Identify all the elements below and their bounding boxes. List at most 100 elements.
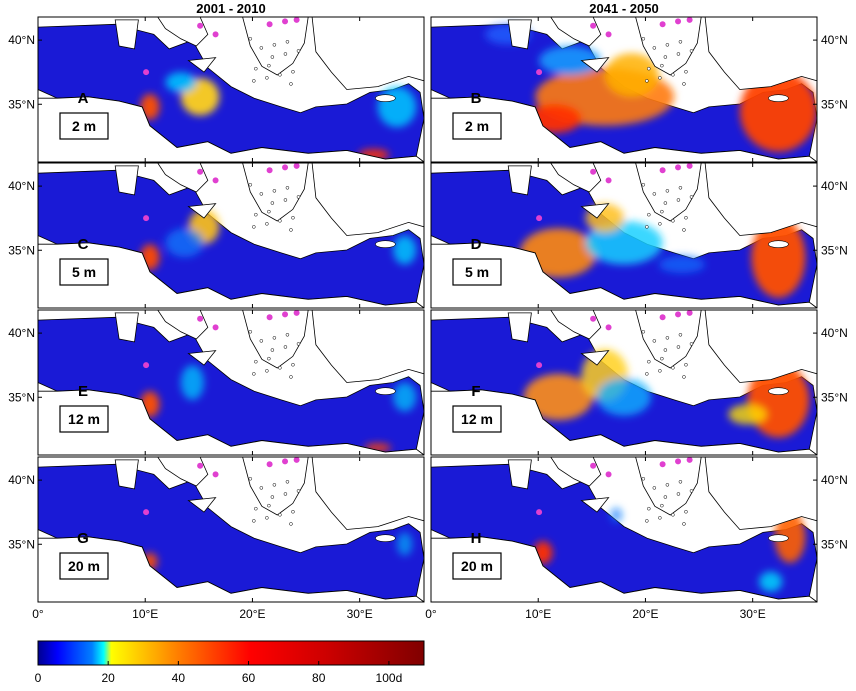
y-tick-label: 40°N: [8, 326, 35, 340]
landmass: [157, 17, 209, 47]
landmass: [550, 310, 602, 340]
landmass: [507, 312, 532, 343]
island: [689, 49, 694, 53]
colorbar-tick-label: 80: [312, 671, 326, 685]
island: [272, 189, 277, 193]
island: [647, 212, 651, 217]
island: [658, 76, 662, 80]
landmass: [550, 163, 602, 193]
landmass: [187, 497, 217, 513]
island: [689, 195, 694, 199]
island: [663, 201, 668, 205]
station-marker: [675, 18, 682, 25]
island: [645, 519, 649, 523]
island: [267, 356, 271, 361]
y-tick-label: 35°N: [821, 390, 848, 404]
island: [660, 209, 664, 214]
island: [283, 52, 288, 56]
island: [647, 66, 651, 71]
island: [248, 37, 253, 41]
island: [678, 333, 683, 337]
island: [671, 366, 675, 370]
station-marker: [143, 69, 150, 76]
island: [272, 43, 277, 47]
panel-frame: [37, 16, 425, 163]
island: [252, 519, 256, 523]
colorbar-tick-label: 40: [172, 671, 186, 685]
column-title-1: 2001 - 2010: [196, 1, 265, 16]
island: [671, 219, 675, 223]
heat-field: [140, 365, 417, 453]
station-marker: [659, 21, 666, 28]
station-marker: [686, 163, 693, 169]
island: [671, 73, 675, 77]
heat-blob: [165, 72, 197, 93]
island: [663, 495, 668, 499]
panel-frame: [430, 16, 818, 163]
station-marker: [293, 457, 300, 463]
panel-frame: [37, 309, 425, 456]
station-marker: [282, 164, 289, 171]
station-marker: [590, 315, 597, 322]
column-title-2: 2041 - 2050: [589, 1, 658, 16]
island: [652, 339, 657, 343]
landmass: [507, 19, 532, 50]
y-tick-label: 35°N: [821, 97, 848, 111]
island: [665, 43, 670, 47]
station-marker: [659, 314, 666, 321]
depth-label: 12 m: [461, 411, 493, 427]
island: [678, 40, 683, 44]
colorbar-gradient: [37, 640, 425, 666]
island: [252, 225, 256, 229]
island: [267, 63, 271, 68]
cyprus: [375, 387, 396, 396]
island: [285, 480, 290, 484]
island: [265, 222, 269, 226]
island: [663, 348, 668, 352]
landmass: [187, 203, 217, 219]
heat-field: [519, 203, 806, 298]
station-marker: [675, 164, 682, 171]
island: [676, 492, 681, 496]
island: [265, 516, 269, 520]
island: [641, 37, 646, 41]
panel-frame: [430, 456, 818, 603]
island: [645, 372, 649, 376]
heat-blob: [165, 228, 204, 258]
island: [291, 362, 295, 367]
station-marker: [605, 324, 612, 331]
station-marker: [143, 509, 150, 516]
depth-box: [59, 112, 109, 140]
colorbar: 0 20 40 60 80 100d: [35, 640, 425, 685]
panel-frame: [37, 456, 425, 603]
station-marker: [197, 462, 204, 469]
panel-F: 40°N 35°N F 12 m: [430, 309, 848, 456]
station-marker: [686, 17, 693, 23]
island: [252, 372, 256, 376]
island: [270, 55, 275, 59]
station-marker: [293, 310, 300, 316]
panel-A: 40°N 35°N A 2 m: [8, 16, 425, 163]
landmass: [311, 163, 424, 236]
cyprus: [768, 387, 789, 396]
heat-blob: [393, 235, 417, 265]
station-marker: [293, 17, 300, 23]
heat-blob: [774, 510, 806, 563]
heat-blob: [759, 571, 783, 592]
island: [658, 222, 662, 226]
y-tick-label: 35°N: [8, 243, 35, 257]
island: [665, 189, 670, 193]
island: [252, 79, 256, 83]
y-tick-label: 40°N: [8, 473, 35, 487]
station-marker: [266, 461, 273, 468]
depth-label: 12 m: [68, 411, 100, 427]
island: [272, 483, 277, 487]
panel-frame: [430, 162, 818, 309]
island: [665, 483, 670, 487]
landmass: [311, 457, 424, 530]
island: [259, 339, 264, 343]
africa-coast: [431, 242, 817, 308]
heat-blob: [396, 532, 413, 556]
island: [652, 192, 657, 196]
station-marker: [197, 315, 204, 322]
